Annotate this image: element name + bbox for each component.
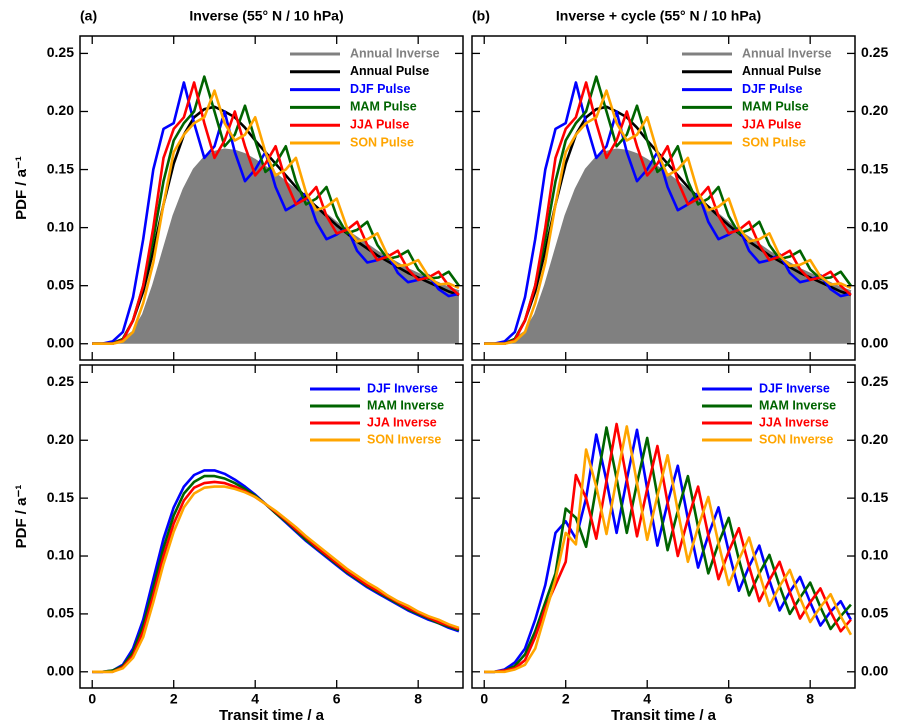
- legend-label: DJF Inverse: [759, 381, 830, 395]
- y-axis-label: PDF / a⁻¹: [13, 156, 30, 220]
- legend-label: Annual Pulse: [350, 64, 429, 78]
- legend-label: MAM Inverse: [367, 398, 444, 412]
- area: [92, 149, 459, 344]
- legend-label: JJA Inverse: [759, 415, 829, 429]
- x-axis-label: Transit time / a: [611, 707, 717, 724]
- legend-label: DJF Inverse: [367, 381, 438, 395]
- y-tick-label: 0.25: [861, 373, 888, 389]
- y-axis-label: PDF / a⁻¹: [13, 485, 30, 549]
- legend-label: Annual Inverse: [742, 46, 832, 60]
- y-tick-label: 0.05: [47, 276, 74, 292]
- legend-label: MAM Pulse: [350, 100, 417, 114]
- x-tick-label: 4: [251, 691, 259, 707]
- y-tick-label: 0.05: [861, 276, 888, 292]
- y-tick-label: 0.10: [47, 218, 74, 234]
- y-tick-label: 0.15: [861, 160, 888, 176]
- y-tick-label: 0.20: [47, 102, 74, 118]
- series-line: [484, 81, 852, 345]
- x-tick-label: 8: [806, 691, 814, 707]
- plot-frame: [79, 364, 464, 689]
- y-tick-label: 0.05: [861, 605, 888, 621]
- plot-area: [484, 422, 853, 674]
- legend-label: SON Pulse: [742, 135, 806, 149]
- y-tick-label: 0.25: [47, 44, 74, 60]
- legend-label: DJF Pulse: [742, 82, 802, 96]
- legend-label: Annual Inverse: [350, 46, 440, 60]
- series-line: [92, 474, 460, 674]
- x-tick-label: 2: [170, 691, 178, 707]
- series-line: [92, 89, 460, 345]
- panel-title: Inverse (55° N / 10 hPa): [189, 8, 343, 24]
- legend-label: DJF Pulse: [350, 82, 410, 96]
- plot-area: [92, 469, 460, 674]
- series-line: [92, 75, 460, 345]
- series-line: [92, 81, 460, 345]
- legend-label: MAM Pulse: [742, 100, 809, 114]
- x-tick-label: 8: [414, 691, 422, 707]
- legend-label: SON Pulse: [350, 135, 414, 149]
- y-tick-label: 0.15: [47, 489, 74, 505]
- series-line: [484, 75, 852, 345]
- x-tick-label: 2: [562, 691, 570, 707]
- panel-label: (a): [80, 8, 97, 24]
- y-tick-label: 0.20: [47, 431, 74, 447]
- legend-label: JJA Pulse: [350, 117, 409, 131]
- y-tick-label: 0.20: [861, 102, 888, 118]
- legend-label: JJA Pulse: [742, 117, 801, 131]
- plot-area: [484, 75, 852, 345]
- y-tick-label: 0.10: [861, 547, 888, 563]
- y-tick-label: 0.10: [47, 547, 74, 563]
- plot-frame: [471, 35, 856, 361]
- x-tick-label: 4: [643, 691, 651, 707]
- series-line: [484, 81, 852, 345]
- series-line: [484, 422, 852, 674]
- plot-frame: [79, 35, 464, 361]
- x-tick-label: 0: [88, 691, 96, 707]
- y-tick-label: 0.15: [47, 160, 74, 176]
- x-tick-label: 6: [333, 691, 341, 707]
- legend-label: Annual Pulse: [742, 64, 821, 78]
- legend-label: MAM Inverse: [759, 398, 836, 412]
- series-line: [92, 469, 460, 674]
- legend-label: SON Inverse: [367, 432, 441, 446]
- plot-area: [92, 75, 460, 345]
- series-line: [92, 81, 460, 345]
- area: [484, 149, 851, 344]
- plot-frame: [471, 364, 856, 689]
- y-tick-label: 0.25: [861, 44, 888, 60]
- x-tick-label: 0: [480, 691, 488, 707]
- panel-title: Inverse + cycle (55° N / 10 hPa): [556, 8, 761, 24]
- legend-label: SON Inverse: [759, 432, 833, 446]
- y-tick-label: 0.10: [861, 218, 888, 234]
- y-tick-label: 0.00: [861, 334, 888, 350]
- y-tick-label: 0.25: [47, 373, 74, 389]
- y-tick-label: 0.00: [47, 334, 74, 350]
- y-tick-label: 0.00: [47, 662, 74, 678]
- x-axis-label: Transit time / a: [219, 707, 325, 724]
- y-tick-label: 0.15: [861, 489, 888, 505]
- y-tick-label: 0.20: [861, 431, 888, 447]
- x-tick-label: 6: [725, 691, 733, 707]
- series-line: [92, 485, 460, 674]
- y-tick-label: 0.05: [47, 605, 74, 621]
- series-line: [484, 89, 852, 345]
- legend-label: JJA Inverse: [367, 415, 437, 429]
- panel-label: (b): [472, 8, 490, 24]
- y-tick-label: 0.00: [861, 662, 888, 678]
- series-line: [484, 425, 853, 674]
- series-line: [484, 426, 852, 674]
